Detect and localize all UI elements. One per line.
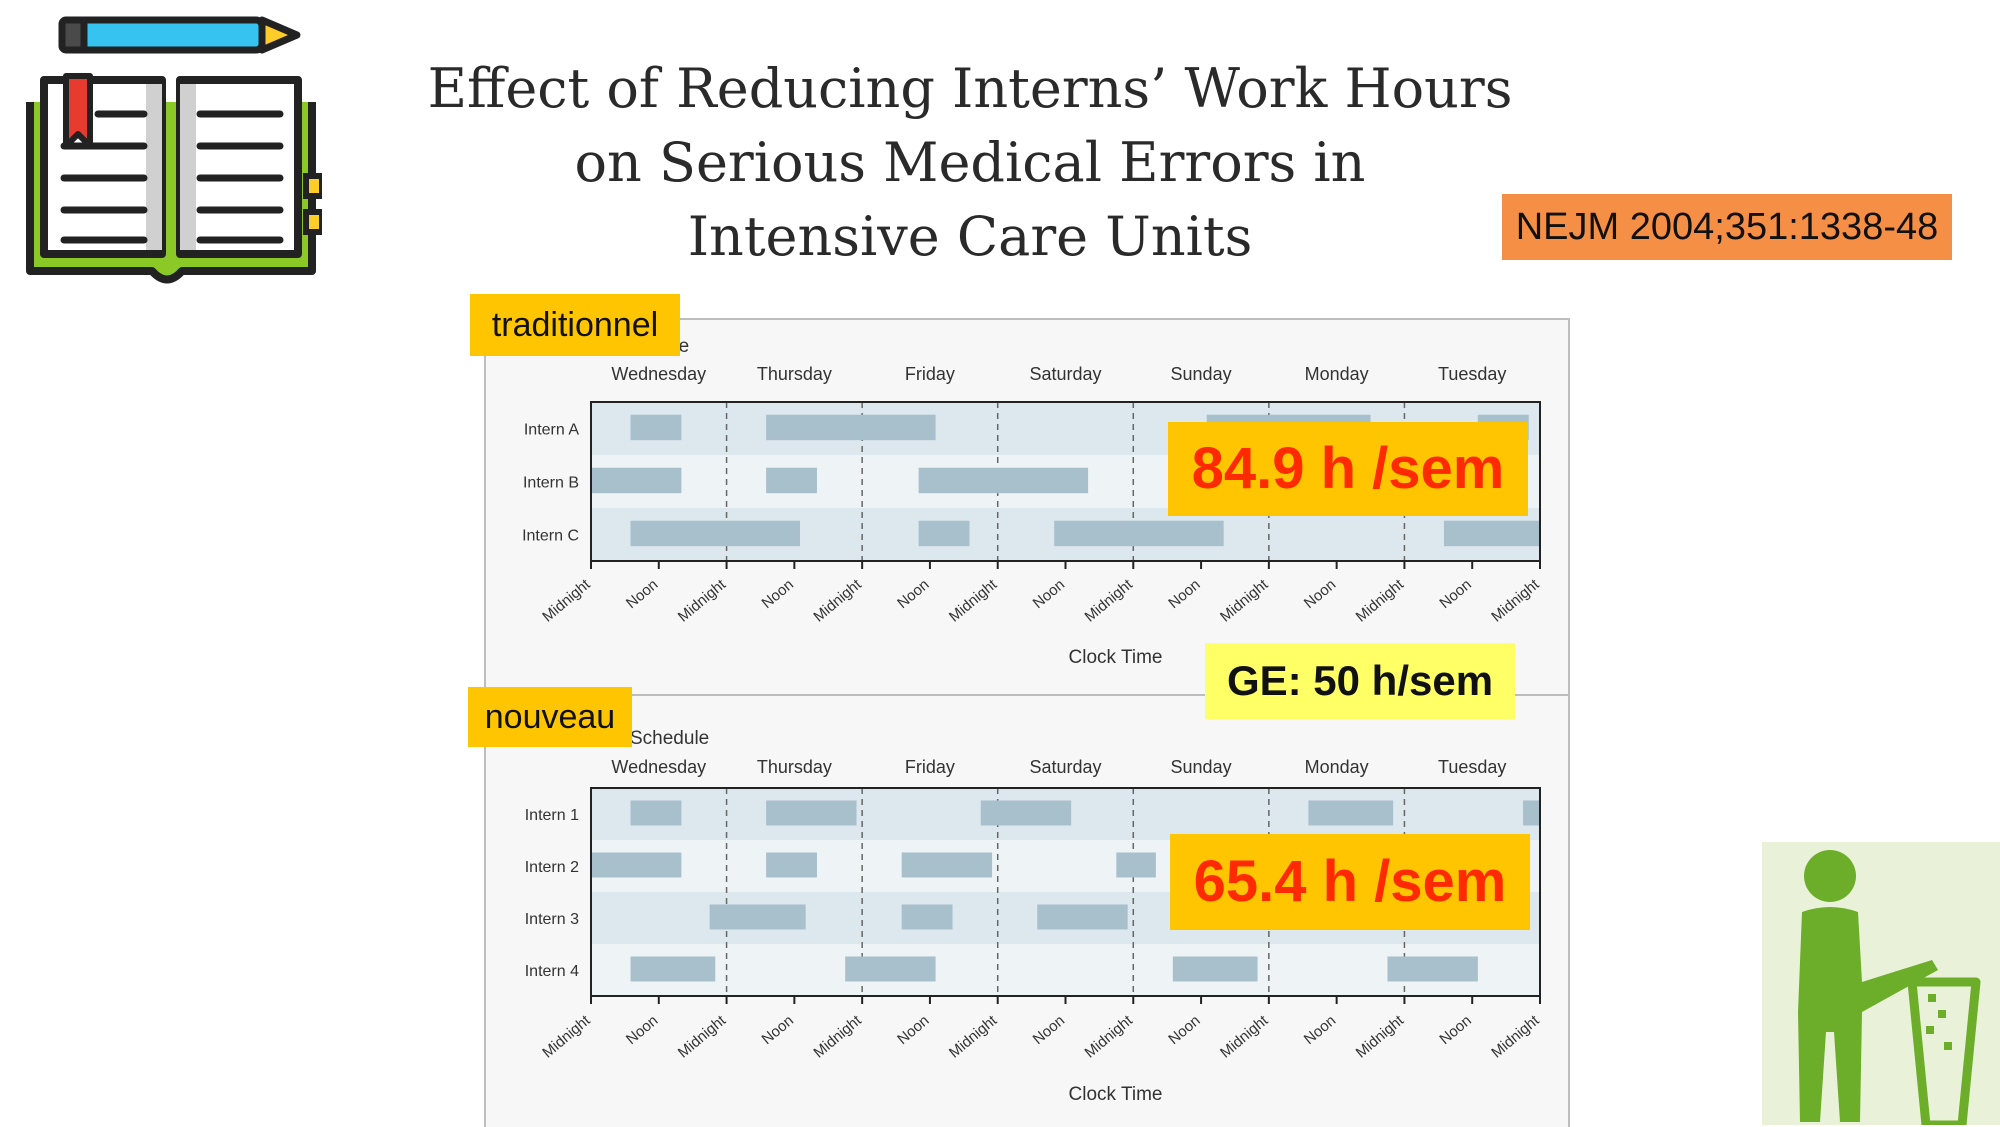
tick-label: Midnight: [946, 576, 1001, 626]
shift-bar: [591, 467, 682, 494]
title-line-3: Intensive Care Units: [687, 205, 1253, 268]
day-label: Friday: [905, 364, 955, 384]
tick-label: Noon: [1030, 1012, 1068, 1048]
day-label: Thursday: [757, 364, 832, 384]
tick-label: Noon: [759, 1012, 797, 1048]
x-axis-label: Clock Time: [1069, 1084, 1163, 1105]
reference-badge: NEJM 2004;351:1338-48: [1502, 194, 1952, 260]
tick-label: Midnight: [1353, 1012, 1408, 1062]
shift-bar: [980, 800, 1072, 826]
row-label: Intern 4: [525, 963, 579, 980]
shift-bar: [766, 467, 817, 494]
tick-label: Midnight: [1488, 576, 1543, 626]
day-label: Saturday: [1029, 757, 1101, 777]
shift-bar: [630, 956, 716, 982]
day-label: Saturday: [1029, 364, 1101, 384]
row-label: Intern C: [522, 528, 579, 545]
tick-label: Midnight: [1081, 576, 1136, 626]
new-schedule-label: nouveau: [468, 687, 632, 747]
ge-hours-badge: GE: 50 h/sem: [1205, 643, 1515, 719]
shift-bar: [918, 467, 1089, 494]
shift-bar: [918, 520, 970, 547]
day-label: Tuesday: [1438, 364, 1506, 384]
tick-label: Midnight: [1217, 576, 1272, 626]
tick-label: Midnight: [946, 1012, 1001, 1062]
tick-label: Noon: [1030, 576, 1068, 612]
tick-label: Noon: [1436, 576, 1474, 612]
row-label: Intern 1: [525, 807, 579, 824]
day-label: Friday: [905, 757, 955, 777]
shift-bar: [591, 852, 682, 878]
day-label: Tuesday: [1438, 757, 1506, 777]
tick-label: Noon: [759, 576, 797, 612]
day-label: Wednesday: [611, 757, 706, 777]
shift-bar: [1054, 520, 1224, 547]
row-label: Intern A: [524, 422, 579, 439]
tick-label: Midnight: [1488, 1012, 1543, 1062]
day-label: Sunday: [1171, 757, 1232, 777]
tick-label: Noon: [894, 1012, 932, 1048]
tick-label: Noon: [1165, 576, 1203, 612]
day-label: Wednesday: [611, 364, 706, 384]
title-line-1: Effect of Reducing Interns’ Work Hours: [427, 57, 1513, 120]
shift-bar: [1116, 852, 1156, 878]
title-line-2: on Serious Medical Errors in: [574, 131, 1366, 194]
tick-label: Noon: [623, 576, 661, 612]
figure-divider: [484, 694, 1568, 696]
person-throwing-trash-icon: [1762, 842, 2000, 1125]
tick-label: Midnight: [1353, 576, 1408, 626]
shift-bar: [766, 852, 817, 878]
tick-label: Midnight: [539, 1012, 594, 1062]
day-label: Monday: [1305, 364, 1369, 384]
shift-bar: [1523, 800, 1540, 826]
tick-label: Midnight: [1081, 1012, 1136, 1062]
day-label: Thursday: [757, 757, 832, 777]
shift-bar: [1172, 956, 1258, 982]
tick-label: Noon: [894, 576, 932, 612]
traditional-hours-badge: 84.9 h /sem: [1168, 422, 1528, 516]
shift-bar: [1037, 904, 1128, 930]
tick-label: Noon: [1436, 1012, 1474, 1048]
row-label: Intern 3: [525, 911, 579, 928]
tick-label: Midnight: [539, 576, 594, 626]
shift-bar: [901, 904, 953, 930]
shift-bar: [709, 904, 806, 930]
row-label: Intern B: [523, 475, 579, 492]
slide-title: Effect of Reducing Interns’ Work Hours o…: [420, 52, 1520, 274]
tick-label: Midnight: [1217, 1012, 1272, 1062]
row-band: [591, 944, 1540, 996]
x-axis-label: Clock Time: [1069, 647, 1163, 668]
shift-bar: [630, 520, 801, 547]
shift-bar: [630, 800, 682, 826]
shift-bar: [845, 956, 936, 982]
new-hours-badge: 65.4 h /sem: [1170, 834, 1530, 930]
tick-label: Noon: [1301, 1012, 1339, 1048]
tick-label: Noon: [1301, 576, 1339, 612]
traditional-label: traditionnel: [470, 294, 680, 356]
tick-label: Midnight: [810, 1012, 865, 1062]
tick-label: Midnight: [675, 1012, 730, 1062]
tick-label: Noon: [623, 1012, 661, 1048]
tick-label: Midnight: [810, 576, 865, 626]
chart-title: Schedule: [630, 728, 709, 749]
open-book-with-pencil-icon: [26, 16, 322, 284]
shift-bar: [1308, 800, 1394, 826]
tick-label: Noon: [1165, 1012, 1203, 1048]
row-label: Intern 2: [525, 859, 579, 876]
shift-bar: [766, 800, 857, 826]
shift-bar: [901, 852, 993, 878]
day-label: Monday: [1305, 757, 1369, 777]
shift-bar: [630, 414, 682, 441]
shift-bar: [1443, 520, 1540, 547]
tick-label: Midnight: [675, 576, 730, 626]
day-label: Sunday: [1171, 364, 1232, 384]
shift-bar: [766, 414, 936, 441]
shift-bar: [1387, 956, 1478, 982]
